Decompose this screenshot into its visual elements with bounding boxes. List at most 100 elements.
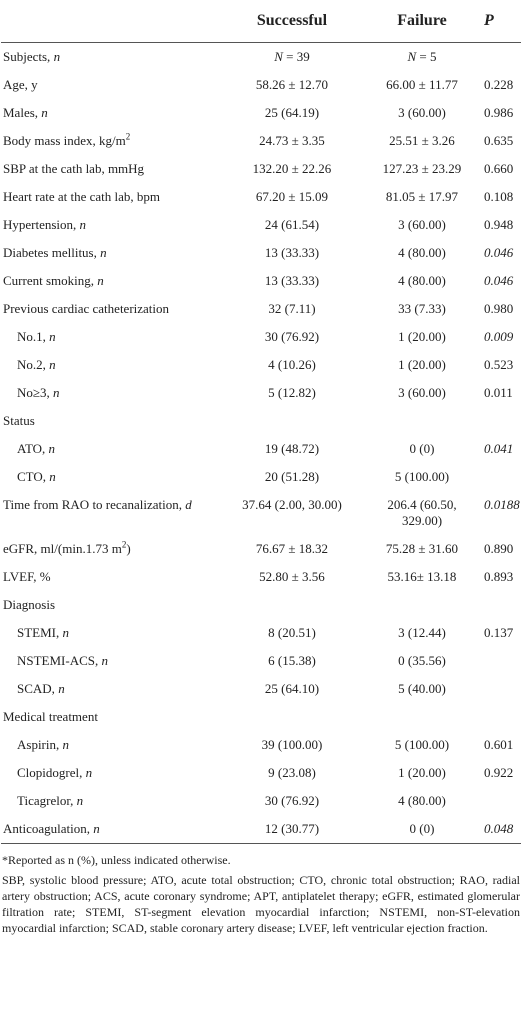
row-label: CTO, n bbox=[1, 463, 216, 491]
successful-cell: 24.73 ± 3.35 bbox=[259, 133, 325, 148]
row-label-part: n bbox=[62, 625, 70, 640]
row-label-part: Anticoagulation, bbox=[3, 821, 94, 836]
table-row: eGFR, ml/(min.1.73 m2) 76.67 ± 18.32 75.28… bbox=[1, 535, 521, 563]
p-cell-part: 0.009 bbox=[484, 329, 514, 344]
successful-cell bbox=[216, 703, 368, 731]
successful-cell: 5 (12.82) bbox=[268, 385, 316, 400]
p-cell: 0.228 bbox=[484, 77, 514, 92]
row-label: eGFR, ml/(min.1.73 m2) bbox=[1, 535, 216, 563]
failure-cell: 0 (35.56) bbox=[398, 653, 446, 668]
failure-cell-part: = 5 bbox=[416, 49, 437, 64]
successful-cell bbox=[216, 407, 368, 435]
failure-cell: 66.00 ± 11.77 bbox=[386, 77, 458, 92]
failure-cell: 5 (100.00) bbox=[394, 737, 450, 752]
table-row: SCAD, n 25 (64.10) 5 (40.00) bbox=[1, 675, 521, 703]
row-label-part: No.1, bbox=[17, 329, 50, 344]
successful-cell: 20 (51.28) bbox=[264, 469, 320, 484]
row-label-part: n bbox=[53, 385, 60, 400]
header-successful: Successful bbox=[216, 0, 368, 43]
table-row: Males, n 25 (64.19) 3 (60.00) 0.986 bbox=[1, 99, 521, 127]
row-label-part: CTO, bbox=[17, 469, 50, 484]
row-label: Ticagrelor, n bbox=[1, 787, 216, 815]
p-cell: 0.108 bbox=[484, 189, 514, 204]
row-label-part: n bbox=[58, 681, 65, 696]
p-cell: 0.046 bbox=[476, 267, 521, 295]
p-cell bbox=[476, 463, 521, 491]
row-label-part: n bbox=[49, 357, 56, 372]
failure-cell: 4 (80.00) bbox=[398, 793, 446, 808]
table-row: No.2, n 4 (10.26) 1 (20.00) 0.523 bbox=[1, 351, 521, 379]
footnote: *Reported as n (%), unless indicated oth… bbox=[2, 853, 231, 867]
row-label: Aspirin, n bbox=[1, 731, 216, 759]
successful-cell: 12 (30.77) bbox=[216, 815, 368, 844]
failure-cell: 25.51 ± 3.26 bbox=[389, 133, 455, 148]
header-failure: Failure bbox=[368, 0, 476, 43]
row-label: LVEF, % bbox=[3, 569, 51, 584]
p-cell bbox=[476, 591, 521, 619]
table-row: CTO, n 20 (51.28) 5 (100.00) bbox=[1, 463, 521, 491]
row-label: No.1, n bbox=[1, 323, 216, 351]
row-label-part: Hypertension, bbox=[3, 217, 80, 232]
successful-cell: 30 (76.92) bbox=[264, 793, 320, 808]
failure-cell: 5 (40.00) bbox=[398, 681, 446, 696]
header-row: Successful Failure P bbox=[1, 0, 521, 43]
p-cell: 0.948 bbox=[484, 217, 514, 232]
failure-cell: 1 (20.00) bbox=[398, 765, 446, 780]
row-label-part: n bbox=[93, 821, 100, 836]
p-cell: 0.986 bbox=[484, 105, 514, 120]
table-row: Hypertension, n 24 (61.54) 3 (60.00) 0.948 bbox=[1, 211, 521, 239]
failure-cell: 4 (80.00) bbox=[398, 273, 446, 288]
table-row: SBP at the cath lab, mmHg 132.20 ± 22.26 1… bbox=[1, 155, 521, 183]
failure-cell: 4 (80.00) bbox=[398, 245, 446, 260]
successful-cell-part: N bbox=[274, 49, 283, 64]
failure-cell bbox=[368, 407, 476, 435]
successful-cell: 39 (100.00) bbox=[261, 737, 323, 752]
failure-cell bbox=[368, 703, 476, 731]
table-row: ATO, n 19 (48.72) 0 (0) 0.041 bbox=[1, 435, 521, 463]
row-label-part: STEMI, bbox=[17, 625, 63, 640]
successful-cell: 58.26 ± 12.70 bbox=[255, 77, 329, 92]
p-cell-part: 0.041 bbox=[484, 441, 514, 456]
row-label: No.2, n bbox=[1, 351, 216, 379]
successful-cell: 25 (64.10) bbox=[264, 681, 320, 696]
failure-cell-part: N bbox=[407, 49, 417, 64]
p-cell: 0.635 bbox=[484, 133, 514, 148]
row-label-part: Males, bbox=[3, 105, 42, 120]
p-cell: 0.046 bbox=[476, 239, 521, 267]
table-row: Body mass index, kg/m2 24.73 ± 3.35 25.51 … bbox=[1, 127, 521, 155]
table-row: Medical treatment bbox=[1, 703, 521, 731]
failure-cell: 3 (60.00) bbox=[398, 105, 446, 120]
row-label-part: Aspirin, bbox=[17, 737, 63, 752]
header-empty bbox=[1, 0, 216, 43]
row-label: Body mass index, kg/m2 bbox=[1, 127, 216, 155]
failure-cell: 127.23 ± 23.29 bbox=[382, 161, 462, 176]
row-label-part: SCAD, bbox=[17, 681, 59, 696]
p-cell: 0.980 bbox=[484, 301, 514, 316]
successful-cell: 25 (64.19) bbox=[264, 105, 320, 120]
footnotes: *Reported as n (%), unless indicated oth… bbox=[0, 844, 522, 936]
failure-cell bbox=[368, 591, 476, 619]
table-row: Aspirin, n 39 (100.00) 5 (100.00) 0.601 bbox=[1, 731, 521, 759]
row-label-part: n bbox=[101, 653, 109, 668]
row-label-part: n bbox=[48, 441, 56, 456]
row-label: Previous cardiac catheterization bbox=[3, 301, 170, 316]
table-row: Anticoagulation, n 12 (30.77) 0 (0) 0.048 bbox=[1, 815, 521, 844]
row-label-part: n bbox=[49, 469, 56, 484]
p-cell bbox=[476, 787, 521, 815]
p-cell: 0.922 bbox=[484, 765, 514, 780]
table-row: Current smoking, n 13 (33.33) 4 (80.00) 0.0… bbox=[1, 267, 521, 295]
row-label: Medical treatment bbox=[3, 709, 98, 724]
row-label-part: n bbox=[79, 217, 87, 232]
table-row: Ticagrelor, n 30 (76.92) 4 (80.00) bbox=[1, 787, 521, 815]
row-label-part: No.2, bbox=[17, 357, 50, 372]
row-label-part: ATO, bbox=[17, 441, 49, 456]
row-label: SBP at the cath lab, mmHg bbox=[3, 161, 145, 176]
p-cell: 0.041 bbox=[476, 435, 521, 463]
failure-cell: 1 (20.00) bbox=[398, 357, 446, 372]
row-label: ATO, n bbox=[1, 435, 216, 463]
successful-cell: 52.80 ± 3.56 bbox=[259, 569, 325, 584]
p-cell-part: 0.0188 bbox=[484, 497, 520, 512]
